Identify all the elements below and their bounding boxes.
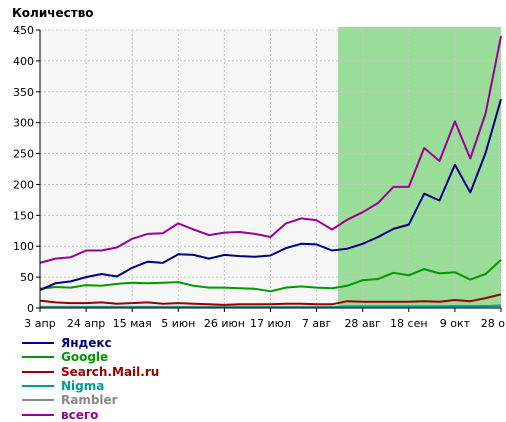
legend-label: всего <box>61 407 99 422</box>
legend-item: Search.Mail.ru <box>22 365 159 379</box>
x-tick-label: 28 о <box>481 317 505 330</box>
y-tick-label: 0 <box>27 302 34 315</box>
legend-label: Google <box>61 350 109 365</box>
legend-item: Nigma <box>22 379 159 393</box>
legend-label: Rambler <box>61 393 118 408</box>
x-tick-label: 28 авг <box>344 317 381 330</box>
y-tick-label: 400 <box>13 55 34 68</box>
y-tick-label: 250 <box>13 148 34 161</box>
legend-item: всего <box>22 407 159 422</box>
x-tick-label: 18 сен <box>390 317 428 330</box>
x-tick-label: 17 июл <box>250 317 291 330</box>
chart: Количество 0 50 100 150 200 250 300 350 400 450 3… <box>12 6 505 330</box>
series-line-0 <box>39 98 502 292</box>
series-line-1 <box>39 259 502 293</box>
legend-label: Яндекс <box>61 336 112 351</box>
series-line-3 <box>40 304 502 309</box>
y-tick-label: 350 <box>13 86 34 99</box>
x-tick-label: 24 апр <box>67 317 105 330</box>
x-axis-ticks: 3 апр 24 апр 15 мая 5 июн 26 июн 17 июл 7 авг 2… <box>24 308 505 330</box>
legend: Яндекс Google Search.Mail.ru Nigma Rambler вс… <box>22 336 159 422</box>
legend-label: Search.Mail.ru <box>61 364 160 379</box>
legend-item: Google <box>22 350 159 364</box>
y-tick-label: 300 <box>13 117 34 130</box>
legend-swatch <box>22 342 54 345</box>
y-axis-ticks: 0 50 100 150 200 250 300 350 400 450 <box>13 24 40 315</box>
y-tick-label: 100 <box>13 240 34 253</box>
legend-item: Яндекс <box>22 336 159 350</box>
x-tick-label: 7 авг <box>302 317 332 330</box>
y-tick-label: 50 <box>20 271 34 284</box>
x-tick-label: 15 мая <box>113 317 152 330</box>
x-tick-label: 9 окт <box>440 317 471 330</box>
legend-swatch <box>22 370 54 373</box>
x-tick-label: 26 июн <box>204 317 245 330</box>
y-tick-label: 200 <box>13 178 34 191</box>
series-lines <box>39 36 502 309</box>
y-axis-title: Количество <box>12 6 94 20</box>
x-tick-label: 5 июн <box>161 317 195 330</box>
highlight-region <box>338 27 501 308</box>
x-tick-label: 3 апр <box>24 317 55 330</box>
y-tick-label: 450 <box>13 24 34 37</box>
legend-label: Nigma <box>61 379 105 394</box>
series-line-2 <box>39 293 502 306</box>
y-tick-label: 150 <box>13 209 34 222</box>
legend-swatch <box>22 385 54 388</box>
legend-item: Rambler <box>22 393 159 407</box>
legend-swatch <box>22 413 54 416</box>
legend-swatch <box>22 356 54 359</box>
legend-swatch <box>22 399 54 402</box>
series-line-5 <box>39 36 502 264</box>
